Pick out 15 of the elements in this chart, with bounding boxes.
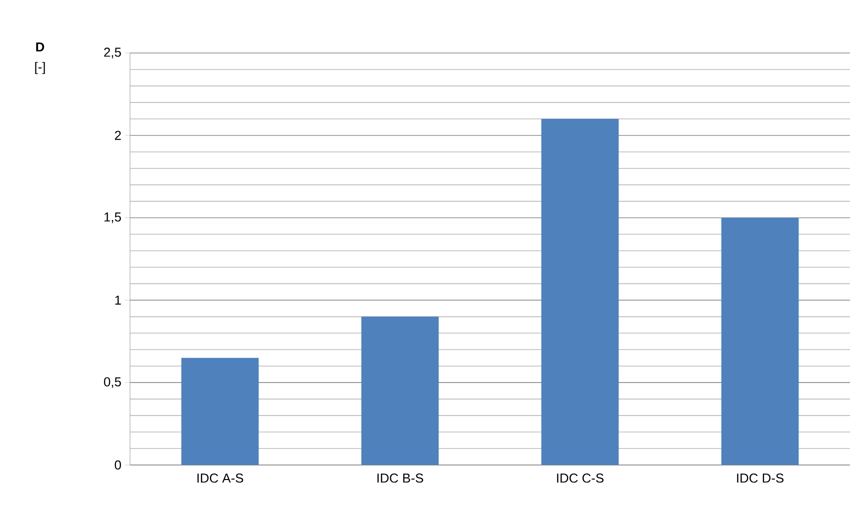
y-tick-label: 2 (114, 130, 121, 140)
x-tick-label: IDC D-S (737, 474, 784, 483)
y-tick-label: 1 (115, 296, 121, 305)
x-tick-label: IDC C-S (557, 474, 604, 483)
y-tick-label: 0,5 (104, 377, 121, 388)
bar (721, 218, 799, 465)
x-tick-label: IDC A-S (197, 474, 244, 483)
y-tick-label: 0 (114, 460, 121, 470)
bar (541, 118, 619, 465)
y-axis-title: D [-] (35, 42, 45, 74)
y-tick-label: 2,5 (104, 48, 121, 58)
bar (361, 316, 439, 465)
x-tick-label: IDC B-S (377, 474, 424, 483)
y-tick-label: 1,5 (104, 212, 121, 224)
bar (181, 358, 259, 465)
